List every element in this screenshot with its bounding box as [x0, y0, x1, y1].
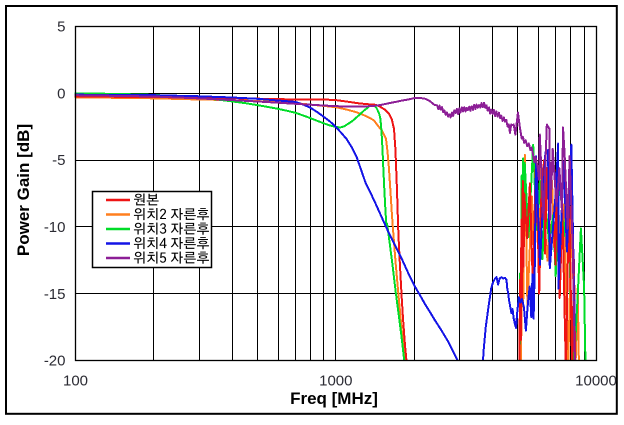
svg-text:-15: -15 — [44, 286, 66, 303]
svg-text:10000: 10000 — [575, 372, 617, 389]
svg-text:5: 5 — [57, 19, 65, 36]
svg-text:0: 0 — [57, 85, 65, 102]
svg-text:100: 100 — [63, 372, 88, 389]
svg-text:-20: -20 — [44, 353, 66, 370]
svg-text:Power Gain [dB]: Power Gain [dB] — [14, 124, 33, 256]
svg-text:Freq [MHz]: Freq [MHz] — [290, 389, 378, 408]
svg-text:1000: 1000 — [319, 372, 352, 389]
svg-text:-5: -5 — [52, 152, 65, 169]
svg-text:-10: -10 — [44, 219, 66, 236]
